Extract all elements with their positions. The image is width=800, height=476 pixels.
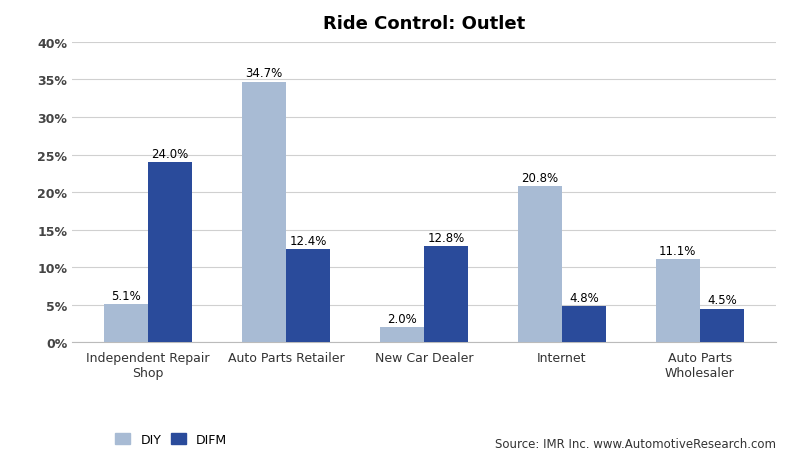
Bar: [286, 250, 330, 343]
Text: 24.0%: 24.0%: [151, 148, 189, 160]
Bar: [424, 247, 468, 343]
Text: Source: IMR Inc. www.AutomotiveResearch.com: Source: IMR Inc. www.AutomotiveResearch.…: [495, 437, 776, 450]
Bar: [242, 82, 286, 343]
Text: 34.7%: 34.7%: [246, 67, 282, 80]
Bar: [562, 307, 606, 343]
Bar: [656, 259, 700, 343]
Text: 2.0%: 2.0%: [387, 313, 417, 326]
Text: 12.4%: 12.4%: [290, 235, 327, 248]
Text: 12.8%: 12.8%: [427, 231, 465, 245]
Text: 11.1%: 11.1%: [659, 244, 697, 257]
Text: 4.5%: 4.5%: [707, 294, 737, 307]
Bar: [380, 327, 424, 343]
Text: 4.8%: 4.8%: [569, 291, 599, 305]
Legend: DIY, DIFM: DIY, DIFM: [110, 428, 232, 451]
Bar: [148, 163, 192, 343]
Text: 20.8%: 20.8%: [522, 171, 558, 185]
Bar: [518, 187, 562, 343]
Bar: [700, 309, 744, 343]
Bar: [104, 305, 148, 343]
Text: 5.1%: 5.1%: [111, 289, 141, 302]
Title: Ride Control: Outlet: Ride Control: Outlet: [323, 15, 525, 33]
